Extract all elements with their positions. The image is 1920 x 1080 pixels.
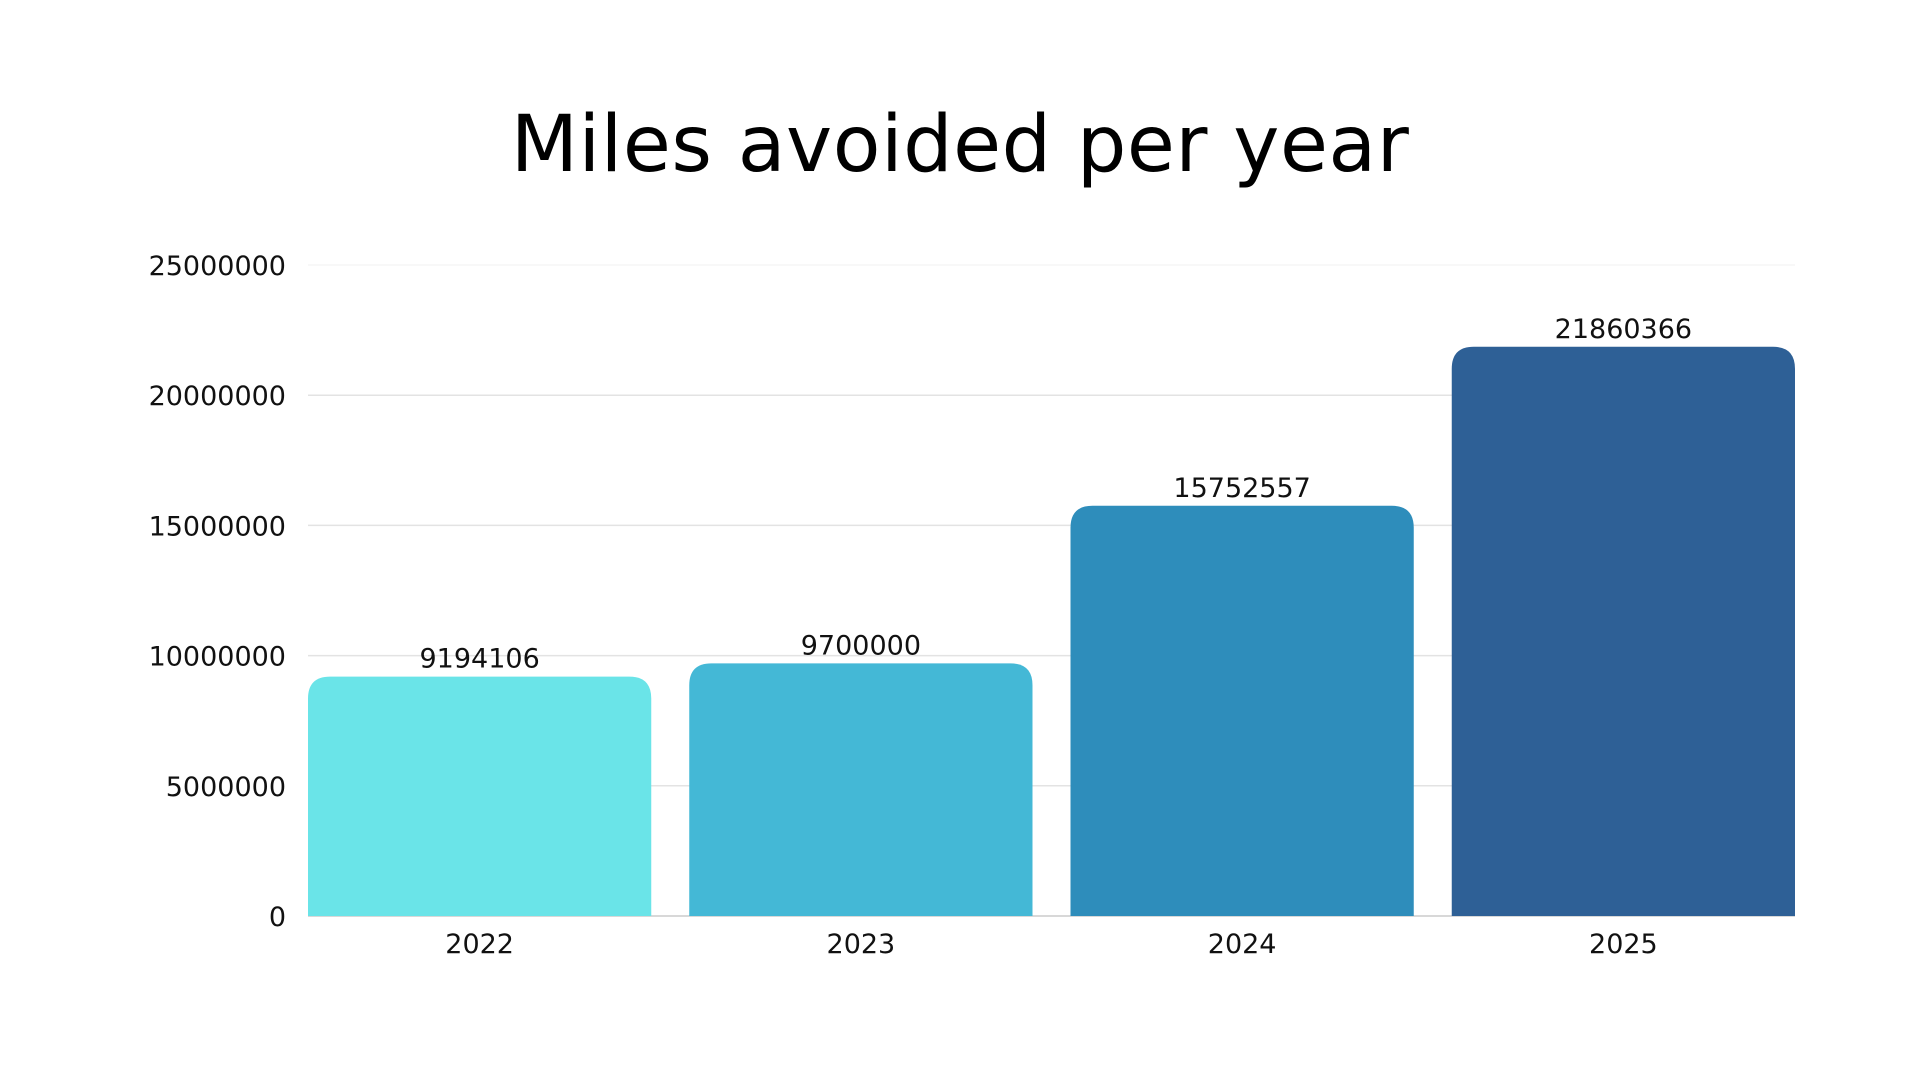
bar-value-label: 15752557: [1173, 473, 1310, 504]
chart-title: Miles avoided per year: [510, 100, 1410, 190]
x-tick-label: 2024: [1208, 929, 1277, 960]
bar-value-label: 9194106: [420, 644, 540, 675]
bar-2025: [1451, 346, 1795, 916]
y-tick-label: 0: [269, 902, 286, 933]
bar-2022: [308, 676, 652, 916]
y-tick-label: 10000000: [149, 642, 286, 673]
y-tick-label: 15000000: [149, 511, 286, 542]
bar-value-label: 21860366: [1555, 314, 1692, 345]
x-tick-label: 2025: [1589, 929, 1658, 960]
x-tick-label: 2023: [827, 929, 896, 960]
bars: [308, 346, 1795, 916]
y-tick-label: 20000000: [149, 381, 286, 412]
x-tick-label: 2022: [445, 929, 514, 960]
y-tick-label: 5000000: [166, 772, 286, 803]
y-axis-tick-labels: 0 5000000 10000000 15000000 20000000 25000000: [149, 251, 286, 933]
bar-2023: [689, 663, 1033, 916]
bar-value-labels: 9194106 9700000 15752557 21860366: [420, 314, 1693, 675]
x-axis-tick-labels: 2022 2023 2024 2025: [445, 929, 1657, 960]
y-tick-label: 25000000: [149, 251, 286, 282]
bar-value-label: 9700000: [801, 630, 921, 661]
bar-2024: [1070, 505, 1414, 916]
